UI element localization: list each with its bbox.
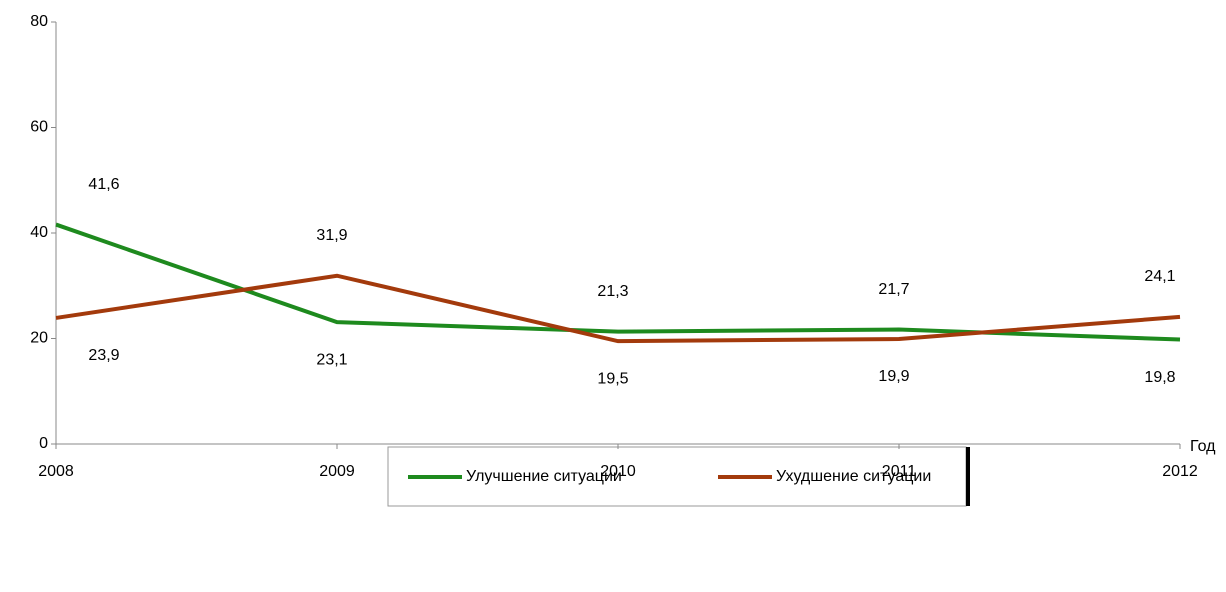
data-label: 19,5 bbox=[597, 370, 628, 387]
data-label: 23,9 bbox=[88, 347, 119, 364]
legend-label: Улучшение ситуации bbox=[466, 468, 622, 485]
series-line bbox=[55, 273, 1181, 344]
data-label: 21,7 bbox=[878, 281, 909, 298]
data-label: 19,8 bbox=[1144, 369, 1175, 386]
x-axis-label: Год bbox=[1190, 438, 1216, 455]
data-label: 41,6 bbox=[88, 176, 119, 193]
legend-label: Ухудшение ситуации bbox=[776, 468, 931, 485]
data-label: 24,1 bbox=[1144, 268, 1175, 285]
y-tick-label: 0 bbox=[39, 435, 48, 452]
y-tick-label: 40 bbox=[30, 224, 48, 241]
data-label: 31,9 bbox=[316, 227, 347, 244]
x-tick-label: 2009 bbox=[319, 463, 355, 480]
data-label: 19,9 bbox=[878, 368, 909, 385]
data-label: 23,1 bbox=[316, 351, 347, 368]
data-label: 21,3 bbox=[597, 283, 628, 300]
y-tick-label: 80 bbox=[30, 13, 48, 30]
y-tick-label: 20 bbox=[30, 330, 48, 347]
x-tick-label: 2012 bbox=[1162, 463, 1198, 480]
x-tick-label: 2010 bbox=[600, 463, 636, 480]
x-tick-label: 2011 bbox=[882, 463, 917, 480]
x-tick-label: 2008 bbox=[38, 463, 74, 480]
legend-box bbox=[387, 446, 967, 507]
y-tick-label: 60 bbox=[30, 119, 48, 136]
